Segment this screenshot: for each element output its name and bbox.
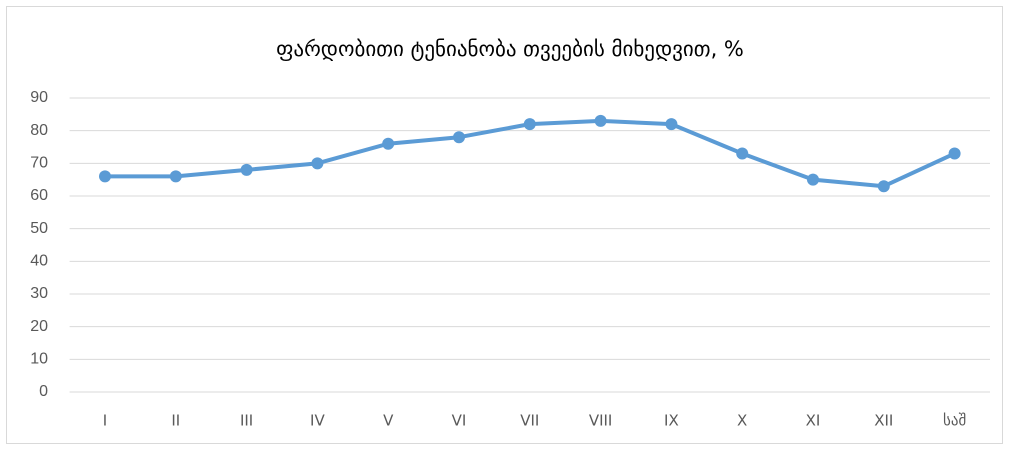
data-point [877, 180, 890, 193]
x-tick-label: V [383, 412, 394, 430]
chart-border [6, 6, 1003, 444]
x-tick-label: XI [806, 412, 821, 430]
y-tick-label: 20 [30, 318, 48, 335]
y-tick-label: 50 [30, 220, 48, 237]
x-tick-label: II [171, 412, 180, 430]
data-point [523, 118, 536, 131]
y-tick-label: 10 [30, 351, 48, 368]
data-point [240, 163, 253, 176]
y-tick-label: 80 [30, 122, 48, 139]
chart-title: ფარდობითი ტენიანობა თვეების მიხედვით, % [276, 37, 744, 61]
data-point [594, 114, 607, 127]
data-point [311, 157, 324, 170]
x-tick-label: VI [452, 412, 467, 430]
data-point [665, 118, 678, 131]
x-tick-label: IV [310, 412, 325, 430]
data-point [453, 131, 465, 144]
x-tick-label: I [103, 412, 107, 430]
data-point [382, 137, 395, 150]
y-tick-label: 60 [30, 187, 48, 204]
y-tick-label: 0 [39, 383, 48, 400]
y-tick-label: 30 [30, 285, 48, 302]
x-tick-label: საშ [943, 412, 966, 430]
y-tick-label: 90 [30, 89, 48, 106]
x-tick-label: X [737, 412, 747, 430]
x-tick-label: XII [874, 412, 893, 430]
x-tick-label: VIII [589, 412, 613, 430]
data-point [99, 170, 111, 183]
y-tick-label: 40 [30, 253, 48, 270]
x-tick-label: III [240, 412, 253, 430]
data-point [807, 173, 819, 186]
y-tick-label: 70 [30, 155, 48, 172]
data-point [169, 170, 182, 183]
data-point [736, 147, 749, 160]
x-tick-label: IX [664, 412, 679, 430]
data-point [948, 147, 961, 160]
x-tick-label: VII [520, 412, 539, 430]
